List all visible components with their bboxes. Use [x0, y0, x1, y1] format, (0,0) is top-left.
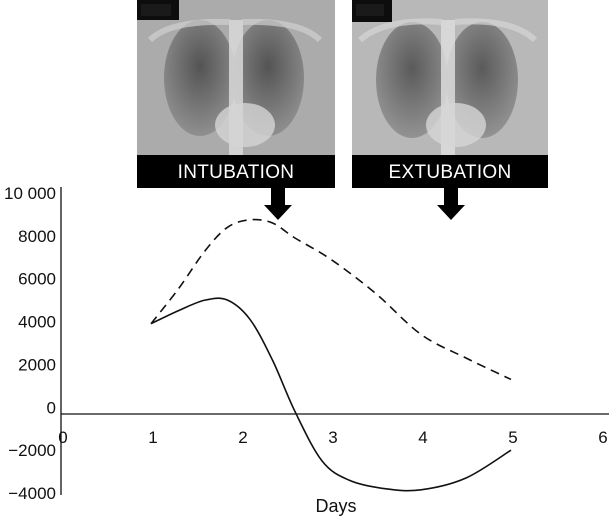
label-bar-extubation — [352, 155, 548, 188]
x-tick-label: 3 — [328, 428, 337, 447]
intubation-arrow-icon — [264, 188, 292, 220]
intubation-label: INTUBATION — [178, 162, 295, 183]
extubation-arrow-icon — [437, 188, 465, 220]
series-line-dashed — [150, 218, 512, 381]
label-bar-intubation — [137, 155, 335, 188]
y-tick-label: 0 — [47, 398, 56, 417]
x-axis-title: Days — [315, 496, 356, 516]
x-tick-label: 0 — [58, 428, 67, 447]
xray-panel-intubation: INTUBATION — [137, 0, 335, 220]
y-tick-label: 10 000 — [4, 184, 56, 203]
chest-xray-image — [352, 0, 548, 155]
xray-panel-extubation: EXTUBATION — [352, 0, 548, 220]
chest-xray-image — [137, 0, 335, 155]
x-tick-labels: 0 1 2 3 4 5 6 — [58, 428, 607, 447]
y-tick-label: 4000 — [18, 313, 56, 332]
y-tick-label: −4000 — [8, 484, 56, 503]
x-tick-label: 6 — [598, 428, 607, 447]
y-tick-label: 6000 — [18, 270, 56, 289]
x-tick-label: 2 — [238, 428, 247, 447]
x-tick-label: 1 — [148, 428, 157, 447]
extubation-label: EXTUBATION — [389, 162, 512, 183]
y-tick-label: 8000 — [18, 227, 56, 246]
series-layer — [150, 218, 512, 492]
y-tick-labels: −4000 −2000 0 2000 4000 6000 8000 10 000 — [4, 184, 56, 503]
x-tick-label: 4 — [418, 428, 427, 447]
x-tick-label: 5 — [508, 428, 517, 447]
series-line-solid — [150, 297, 512, 492]
y-tick-label: 2000 — [18, 355, 56, 374]
y-tick-label: −2000 — [8, 441, 56, 460]
